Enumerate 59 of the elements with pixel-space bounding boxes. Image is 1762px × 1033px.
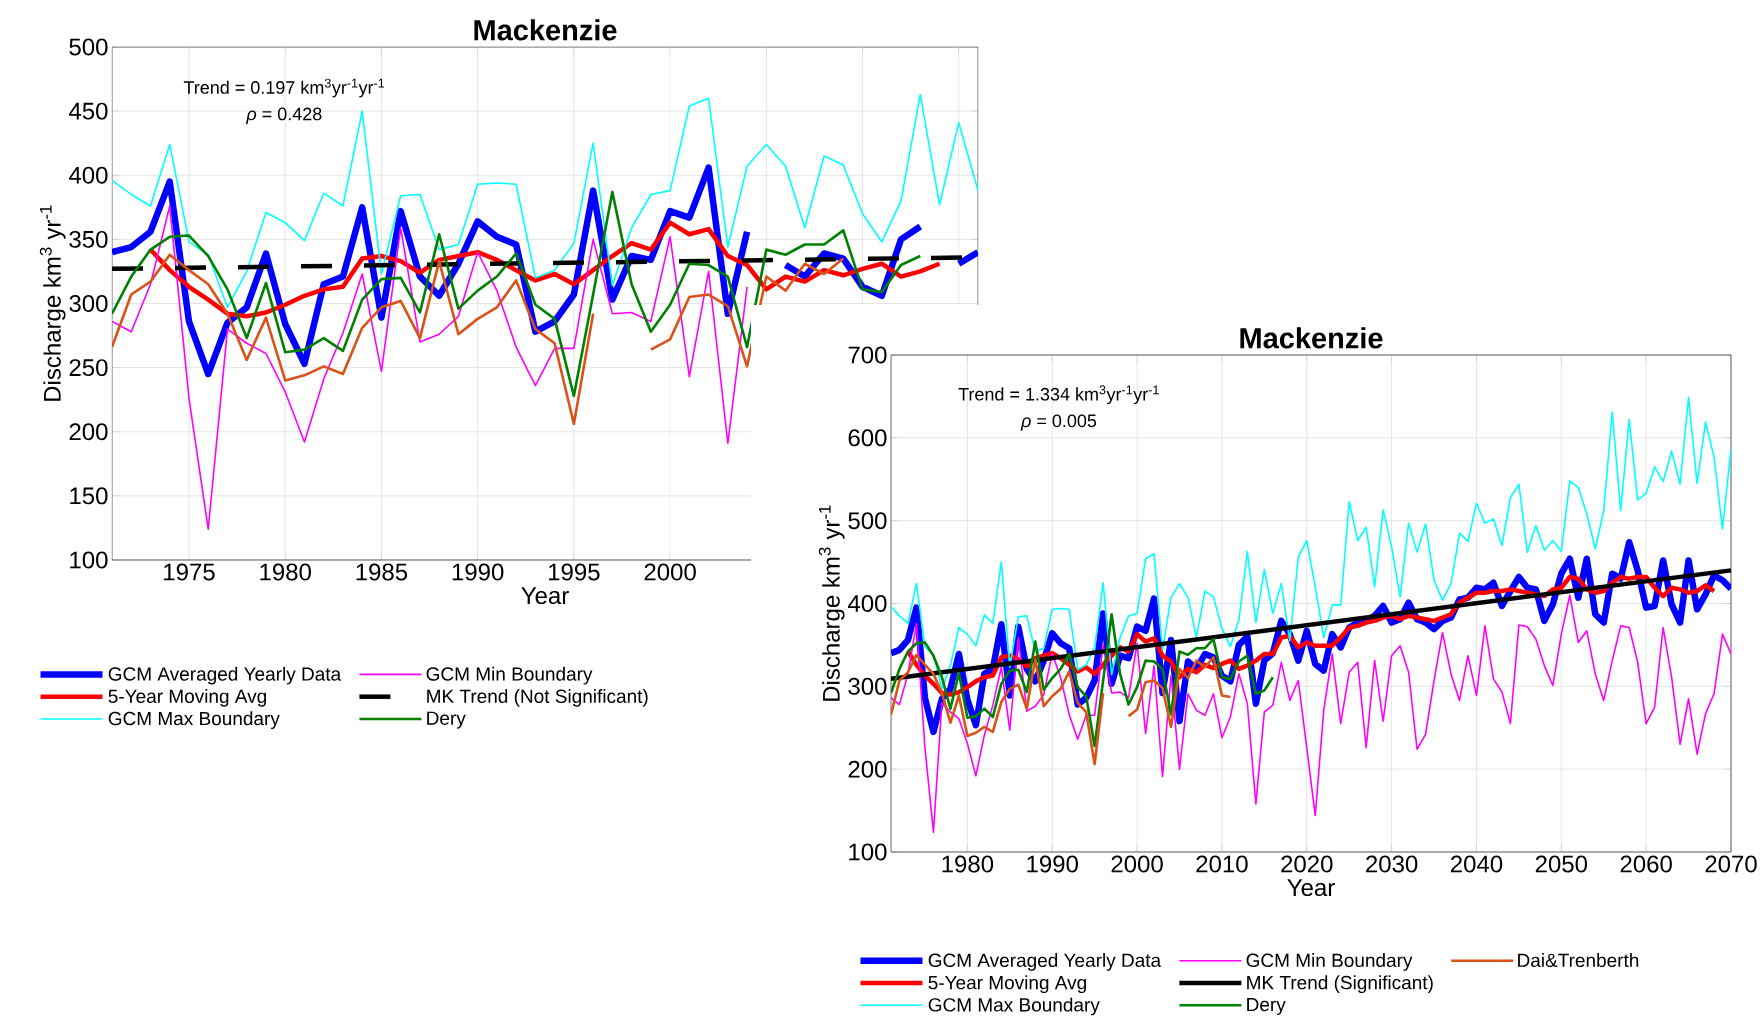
x-tick-label: 2000 <box>644 563 696 581</box>
legend-label: 5-Year Moving Avg <box>108 689 267 707</box>
legend-label: GCM Averaged Yearly Data <box>928 953 1162 971</box>
line-series <box>112 190 922 398</box>
line-series <box>891 612 1275 748</box>
y-tick-label: 700 <box>848 346 887 364</box>
legend-label: Dai&Trenberth <box>1518 953 1639 968</box>
x-tick-label: 1990 <box>1027 855 1078 873</box>
x-tick-label: 1980 <box>942 855 994 873</box>
chart-title: Mackenzie <box>474 19 617 41</box>
legend-label: Dery <box>427 711 466 729</box>
annotation: ρ = 0.005 <box>1020 414 1097 431</box>
x-axis-title: Year <box>521 587 569 605</box>
x-tick-label: 2040 <box>1450 855 1503 873</box>
y-tick-label: 450 <box>68 102 108 120</box>
legend-label: GCM Max Boundary <box>928 997 1100 1016</box>
annotation: Trend = 0.197 km$^{3}$yr$^{-1}$yr$^{-1}$ <box>183 78 385 98</box>
y-axis-title: Discharge km$^{3}$ yr$^{-1}$ <box>818 505 845 701</box>
x-tick-label: 2060 <box>1620 855 1672 873</box>
x-tick-label: 1985 <box>356 563 408 581</box>
legend-label: MK Trend (Not Significant) <box>427 689 648 707</box>
legend-label: GCM Averaged Yearly Data <box>108 666 342 685</box>
x-axis-title: Year <box>1287 879 1335 897</box>
y-tick-label: 200 <box>69 423 108 441</box>
y-tick-label: 100 <box>70 551 108 569</box>
legend-label: MK Trend (Significant) <box>1247 975 1433 994</box>
y-tick-label: 350 <box>69 230 108 248</box>
legend-label: GCM Min Boundary <box>426 666 593 685</box>
x-tick-label: 2000 <box>1111 855 1163 873</box>
x-tick-label: 2050 <box>1535 855 1588 873</box>
y-tick-label: 300 <box>848 677 887 695</box>
y-tick-label: 150 <box>70 487 108 505</box>
y-tick-label: 400 <box>68 166 108 184</box>
x-tick-label: 2030 <box>1366 855 1418 873</box>
y-tick-label: 500 <box>848 512 887 530</box>
y-tick-label: 400 <box>847 595 887 612</box>
legend-label: Dery <box>1247 997 1286 1015</box>
legend-label: GCM Max Boundary <box>108 711 280 730</box>
y-tick-label: 600 <box>848 429 887 447</box>
line-series <box>112 205 748 531</box>
y-axis-title: Discharge km$^{3}$ yr$^{-1}$ <box>39 205 66 401</box>
x-tick-label: 1990 <box>452 563 504 581</box>
annotation: ρ = 0.428 <box>245 107 322 124</box>
y-tick-label: 250 <box>69 359 108 377</box>
x-tick-label: 1995 <box>549 563 600 581</box>
x-tick-label: 2020 <box>1281 855 1333 873</box>
x-tick-label: 2070 <box>1705 855 1757 873</box>
chart-title: Mackenzie <box>1240 327 1383 349</box>
legend-label: GCM Min Boundary <box>1246 953 1413 971</box>
y-tick-label: 500 <box>69 38 108 56</box>
x-tick-label: 2010 <box>1196 855 1248 873</box>
annotation: Trend = 1.334 km$^{3}$yr$^{-1}$yr$^{-1}$ <box>958 385 1159 405</box>
y-tick-label: 200 <box>848 760 887 778</box>
y-tick-label: 100 <box>849 843 887 861</box>
line-series <box>891 594 1731 833</box>
x-tick-label: 1980 <box>260 563 311 581</box>
y-tick-label: 300 <box>69 295 108 312</box>
x-tick-label: 1975 <box>164 563 215 581</box>
legend-label: 5-Year Moving Avg <box>928 975 1086 994</box>
